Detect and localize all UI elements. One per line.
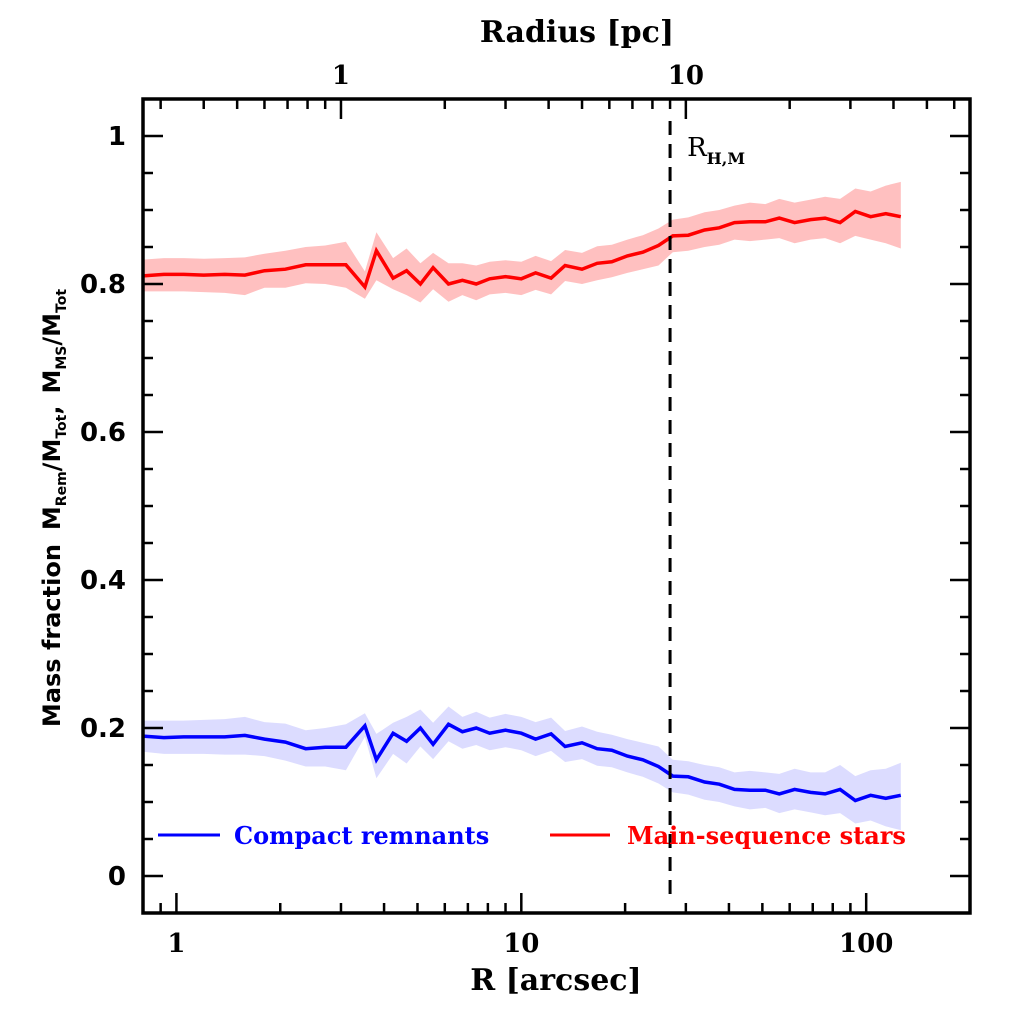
x-tick-label: 10	[503, 929, 539, 959]
y-label-slash1: /	[38, 462, 66, 471]
y-label-m3: M	[38, 370, 66, 394]
error-bands	[143, 181, 901, 831]
top-x-tick-label: 1	[332, 61, 350, 91]
y-tick-label: 0.6	[80, 418, 126, 448]
line-compact-remnants	[142, 722, 902, 803]
x-axis-label: R [arcsec]	[470, 963, 642, 998]
rhm-label-main: R	[687, 133, 708, 163]
x-tick-label: 100	[839, 929, 893, 959]
plot-frame	[141, 97, 972, 915]
y-label-sub1: Rem	[54, 471, 70, 506]
y-tick-label: 0.4	[80, 566, 126, 596]
y-tick-label: 0	[108, 862, 126, 892]
legend: Compact remnants Main-sequence stars	[158, 821, 906, 850]
y-label-m2: M	[38, 439, 66, 463]
y-tick-label: 0.8	[80, 270, 126, 300]
top-x-tick-label: 10	[668, 61, 704, 91]
y-tick-label: 1	[108, 122, 126, 152]
top-x-axis-label: Radius [pc]	[480, 15, 674, 50]
y-label-slash2: /	[38, 337, 66, 346]
y-label-m1: M	[38, 506, 66, 530]
y-label-sub2: Tot	[54, 414, 70, 438]
y-axis-label-main: Mass fraction	[38, 544, 66, 727]
series-lines	[142, 209, 902, 803]
y-label-m4: M	[38, 313, 66, 337]
band-main-sequence-stars	[143, 181, 901, 303]
y-label-sub3: MS	[54, 346, 70, 370]
band-compact-remnants	[143, 706, 901, 831]
y-label-comma: ,	[38, 406, 66, 415]
legend-label-main-sequence: Main-sequence stars	[627, 821, 906, 850]
y-tick-label: 0.2	[80, 714, 126, 744]
rhm-label-sub: H,M	[707, 149, 745, 168]
line-main-sequence-stars	[142, 209, 902, 291]
legend-label-compact-remnants: Compact remnants	[234, 821, 489, 850]
y-label-sub4: Tot	[54, 289, 70, 313]
y-axis-label: Mass fractionMRem/MTot,MMS/MTot	[38, 289, 70, 727]
annotation: RH,M	[668, 121, 745, 903]
half-mass-radius-label: RH,M	[687, 133, 745, 168]
x-tick-label: 1	[167, 929, 185, 959]
